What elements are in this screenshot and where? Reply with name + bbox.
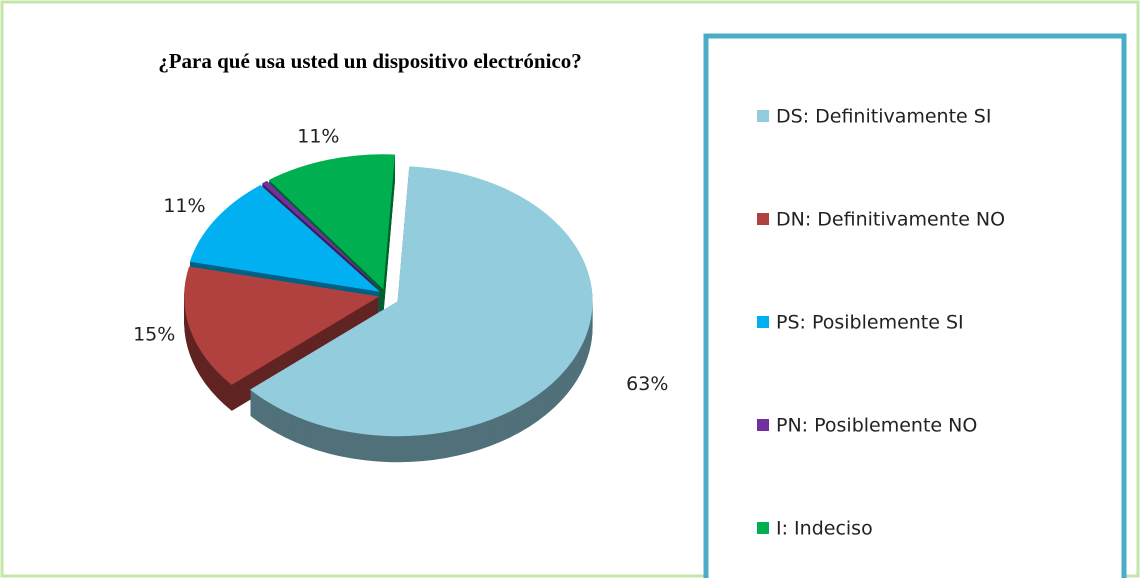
legend-label: DN: Definitivamente NO bbox=[776, 209, 1005, 231]
data-label: 11% bbox=[297, 125, 339, 147]
legend-label: PS: Posiblemente SI bbox=[776, 312, 964, 334]
chart-title: ¿Para qué usa usted un dispositivo elect… bbox=[158, 49, 582, 73]
data-label: 63% bbox=[626, 373, 668, 395]
slice bbox=[250, 166, 593, 437]
legend-swatch bbox=[757, 213, 769, 225]
slice bbox=[184, 266, 380, 385]
legend: DS: Definitivamente SI DN: Definitivament… bbox=[757, 106, 1005, 540]
slice bbox=[268, 154, 396, 290]
slice bbox=[189, 185, 380, 292]
legend-swatch bbox=[757, 522, 769, 534]
legend-label: I: Indeciso bbox=[776, 518, 873, 540]
slice bbox=[262, 180, 382, 291]
data-label: 15% bbox=[133, 323, 175, 345]
pie: 63% 15% 11% 11% bbox=[133, 125, 668, 463]
legend-swatch bbox=[757, 419, 769, 431]
data-label: 11% bbox=[163, 195, 205, 217]
legend-box bbox=[703, 33, 1127, 578]
legend-swatch bbox=[757, 316, 769, 328]
legend-swatch bbox=[757, 110, 769, 122]
legend-label: DS: Definitivamente SI bbox=[776, 106, 991, 128]
legend-label: PN: Posiblemente NO bbox=[776, 415, 977, 437]
